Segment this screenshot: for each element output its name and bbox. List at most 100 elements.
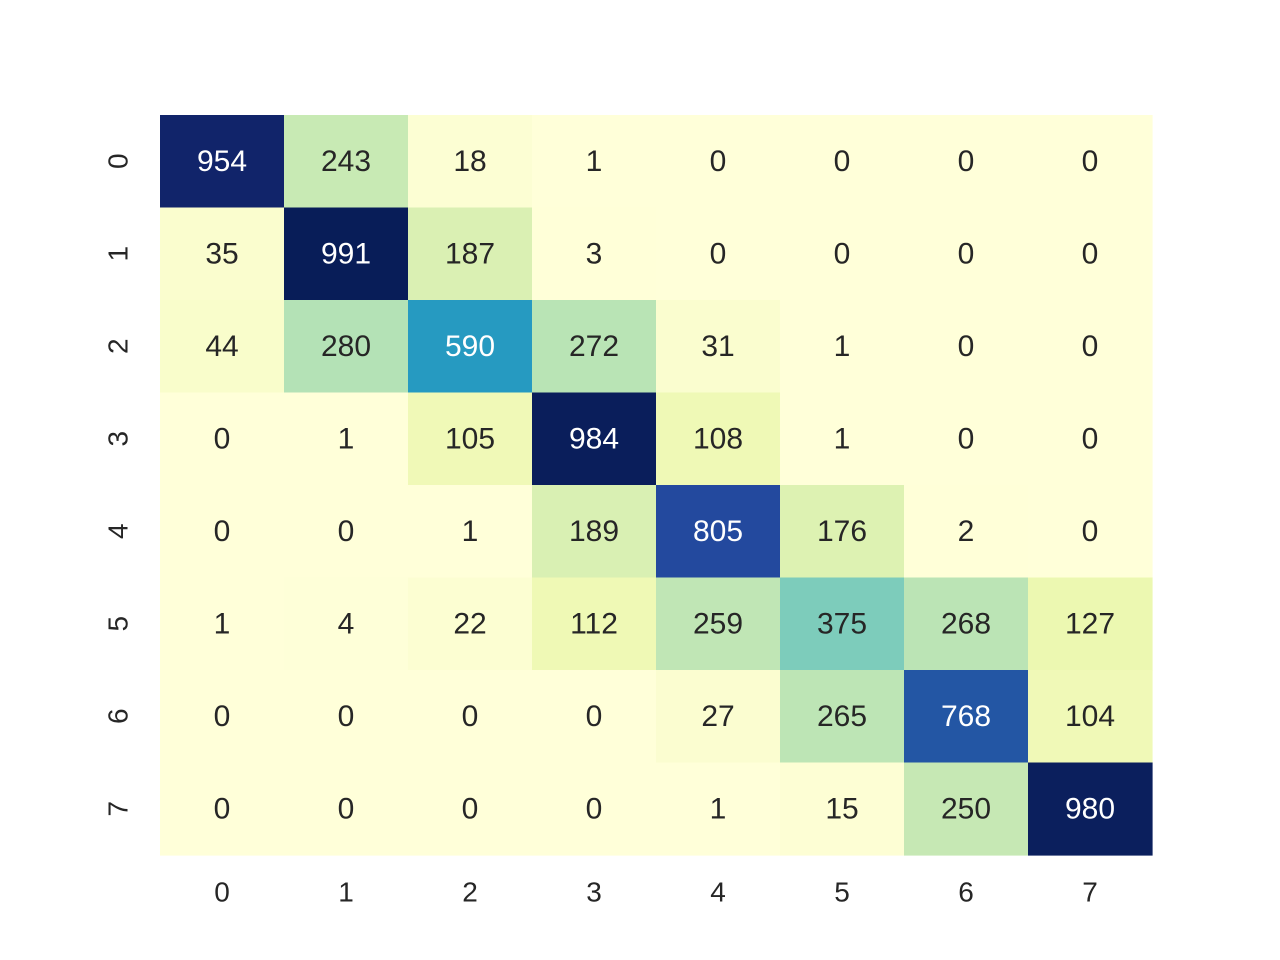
heatmap-cell-r6-c6 <box>904 670 1029 764</box>
cell-value-label-r1-c2: 187 <box>445 237 495 270</box>
cell-value-label-r6-c0: 0 <box>214 700 231 733</box>
cell-value-label-r4-c2: 1 <box>462 515 479 548</box>
cell-value-label-r4-c0: 0 <box>214 515 231 548</box>
heatmap-cell-r4-c5 <box>780 485 905 579</box>
heatmap-cell-r5-c2 <box>408 577 533 671</box>
heatmap-cell-r5-c1 <box>284 577 409 671</box>
cell-value-label-r0-c2: 18 <box>453 145 486 178</box>
cell-value-label-r5-c3: 112 <box>570 607 618 640</box>
cell-value-label-r0-c4: 0 <box>710 145 727 178</box>
heatmap-cell-r1-c7 <box>1028 207 1153 301</box>
cell-value-label-r6-c4: 27 <box>701 700 734 733</box>
cell-value-label-r7-c2: 0 <box>462 792 479 825</box>
x-axis-tick-labels: 0 1 2 3 4 5 6 7 <box>214 877 1098 908</box>
heatmap-cell-r6-c7 <box>1028 670 1153 764</box>
heatmap-cell-r5-c0 <box>160 577 285 671</box>
heatmap-cell-r7-c0 <box>160 762 285 856</box>
y-tick-label-0: 0 <box>103 153 134 169</box>
cell-value-label-r1-c1: 991 <box>321 237 371 270</box>
cell-value-label-r1-c7: 0 <box>1082 237 1099 270</box>
x-tick-label-5: 5 <box>834 877 850 908</box>
heatmap-cell-r4-c6 <box>904 485 1029 579</box>
x-tick-label-6: 6 <box>958 877 974 908</box>
heatmap-cell-r5-c4 <box>656 577 781 671</box>
heatmap-cell-r6-c2 <box>408 670 533 764</box>
cell-value-label-r6-c3: 0 <box>586 700 603 733</box>
heatmap-cell-r4-c2 <box>408 485 533 579</box>
cell-value-label-r0-c1: 243 <box>321 145 371 178</box>
cell-value-label-r0-c5: 0 <box>834 145 851 178</box>
heatmap-cell-r4-c4 <box>656 485 781 579</box>
cell-value-label-r3-c5: 1 <box>834 422 851 455</box>
heatmap-cell-r5-c3 <box>532 577 657 671</box>
heatmap-cell-r2-c4 <box>656 300 781 394</box>
cell-value-label-r1-c4: 0 <box>710 237 727 270</box>
heatmap-cell-r6-c5 <box>780 670 905 764</box>
cell-value-label-r3-c3: 984 <box>569 422 619 455</box>
heatmap-cell-r1-c2 <box>408 207 533 301</box>
heatmap-cell-r0-c2 <box>408 115 533 209</box>
heatmap-cell-r6-c4 <box>656 670 781 764</box>
cell-value-label-r2-c0: 44 <box>205 330 238 363</box>
cell-value-label-r4-c6: 2 <box>958 515 975 548</box>
heatmap-cell-r7-c1 <box>284 762 409 856</box>
y-tick-label-2: 2 <box>103 338 134 354</box>
cell-value-label-r2-c6: 0 <box>958 330 975 363</box>
heatmap-cell-r6-c1 <box>284 670 409 764</box>
heatmap-cell-labels: 954 243 18 1 0 0 0 035 991 187 3 0 0 0 044 280 590 272 31 1… <box>197 145 1115 826</box>
cell-value-label-r1-c5: 0 <box>834 237 851 270</box>
x-tick-label-1: 1 <box>338 877 354 908</box>
cell-value-label-r7-c1: 0 <box>338 792 355 825</box>
heatmap-cell-r2-c0 <box>160 300 285 394</box>
cell-value-label-r6-c1: 0 <box>338 700 355 733</box>
x-tick-label-3: 3 <box>586 877 602 908</box>
heatmap-cell-r3-c4 <box>656 392 781 486</box>
heatmap-cell-r0-c0 <box>160 115 285 209</box>
heatmap-cell-r5-c5 <box>780 577 905 671</box>
cell-value-label-r6-c2: 0 <box>462 700 479 733</box>
cell-value-label-r7-c5: 15 <box>825 792 858 825</box>
heatmap-cell-r3-c6 <box>904 392 1029 486</box>
cell-value-label-r1-c0: 35 <box>205 237 238 270</box>
cell-value-label-r6-c6: 768 <box>941 700 991 733</box>
heatmap-cell-r3-c3 <box>532 392 657 486</box>
heatmap-cell-r4-c1 <box>284 485 409 579</box>
cell-value-label-r5-c1: 4 <box>338 607 355 640</box>
y-tick-label-7: 7 <box>103 801 134 817</box>
cell-value-label-r4-c1: 0 <box>338 515 355 548</box>
cell-value-label-r5-c7: 127 <box>1065 607 1115 640</box>
heatmap-cell-r0-c6 <box>904 115 1029 209</box>
cell-value-label-r5-c4: 259 <box>693 607 743 640</box>
x-tick-label-0: 0 <box>214 877 230 908</box>
heatmap-cell-r1-c3 <box>532 207 657 301</box>
x-tick-label-2: 2 <box>462 877 478 908</box>
heatmap-cell-r2-c2 <box>408 300 533 394</box>
heatmap-cell-r7-c2 <box>408 762 533 856</box>
y-tick-label-5: 5 <box>103 616 134 632</box>
heatmap-cell-r3-c2 <box>408 392 533 486</box>
cell-value-label-r0-c0: 954 <box>197 145 247 178</box>
y-tick-label-3: 3 <box>103 431 134 447</box>
x-tick-label-4: 4 <box>710 877 726 908</box>
cell-value-label-r2-c2: 590 <box>445 330 495 363</box>
cell-value-label-r3-c7: 0 <box>1082 422 1099 455</box>
heatmap-cell-r3-c5 <box>780 392 905 486</box>
heatmap-cell-r7-c4 <box>656 762 781 856</box>
y-tick-label-1: 1 <box>103 246 134 262</box>
cell-value-label-r4-c4: 805 <box>693 515 743 548</box>
heatmap-cell-r1-c6 <box>904 207 1029 301</box>
heatmap-cell-r5-c6 <box>904 577 1029 671</box>
heatmap-cell-r2-c1 <box>284 300 409 394</box>
heatmap-cell-r7-c7 <box>1028 762 1153 856</box>
heatmap-cell-r3-c1 <box>284 392 409 486</box>
heatmap-cell-r7-c5 <box>780 762 905 856</box>
heatmap-cell-r1-c5 <box>780 207 905 301</box>
cell-value-label-r0-c7: 0 <box>1082 145 1099 178</box>
heatmap-cell-r2-c7 <box>1028 300 1153 394</box>
cell-value-label-r3-c0: 0 <box>214 422 231 455</box>
cell-value-label-r2-c1: 280 <box>321 330 371 363</box>
heatmap-cell-r1-c0 <box>160 207 285 301</box>
heatmap-cell-r0-c5 <box>780 115 905 209</box>
heatmap-cell-r4-c0 <box>160 485 285 579</box>
